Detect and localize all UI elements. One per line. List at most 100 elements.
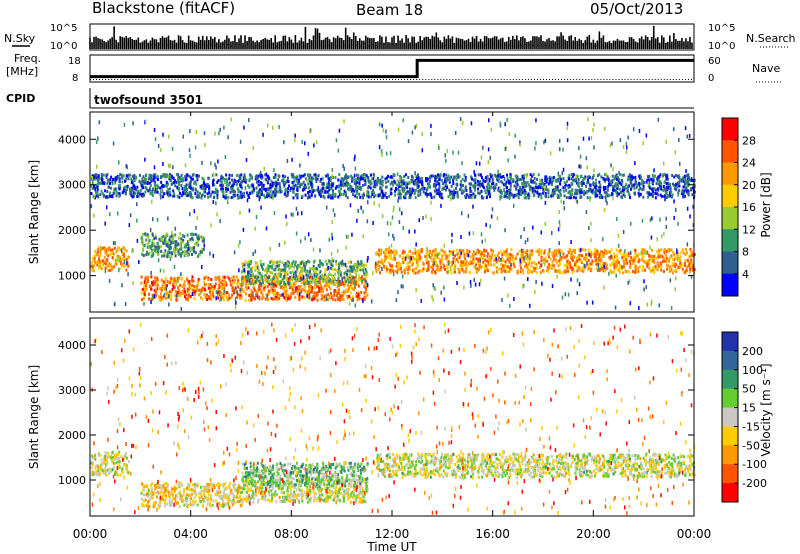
- power-echo-cell: [438, 190, 441, 194]
- power-echo-cell: [662, 269, 665, 273]
- power-echo-cell: [689, 254, 692, 258]
- power-echo-cell: [287, 277, 290, 281]
- power-echo-cell: [220, 285, 223, 289]
- power-echo-cell: [669, 188, 672, 192]
- power-echo-cell: [520, 258, 523, 262]
- power-echo-cell: [419, 189, 422, 193]
- power-echo-cell: [390, 181, 393, 185]
- nave-dot: [162, 79, 164, 80]
- power-echo-cell: [651, 194, 654, 198]
- power-echo-cell: [470, 255, 473, 259]
- power-echo-cell: [111, 194, 114, 198]
- power-echo-cell: [635, 269, 638, 273]
- power-echo-cell: [238, 174, 241, 178]
- nsearch-dot: [420, 44, 422, 46]
- power-echo-cell: [257, 268, 260, 272]
- power-echo-cell: [527, 269, 530, 273]
- power-echo-cell: [590, 250, 593, 254]
- power-echo-cell: [582, 269, 585, 273]
- power-echo-cell: [319, 179, 322, 183]
- power-echo-cell: [599, 262, 602, 266]
- power-echo-cell: [352, 276, 355, 280]
- nave-dot: [645, 79, 647, 80]
- nave-dot: [216, 79, 218, 80]
- power-echo-cell: [511, 254, 514, 258]
- power-echo-cell: [104, 262, 107, 266]
- power-echo-cell: [339, 273, 342, 277]
- power-echo-cell: [552, 189, 555, 193]
- power-echo-cell: [103, 248, 106, 252]
- power-echo-cell: [653, 271, 656, 275]
- nave-dot: [373, 79, 375, 80]
- power-echo-cell: [672, 271, 675, 275]
- power-echo-cell: [634, 256, 637, 260]
- power-echo-cell: [93, 173, 96, 177]
- power-echo-cell: [286, 296, 289, 300]
- nsearch-dot: [210, 43, 212, 45]
- power-echo-cell: [386, 269, 389, 273]
- power-echo-cell: [672, 182, 675, 186]
- power-echo-cell: [311, 286, 314, 290]
- power-echo-cell: [410, 192, 413, 196]
- power-echo-cell: [95, 190, 98, 194]
- power-echo-cell: [500, 250, 503, 254]
- power-echo-cell: [115, 176, 118, 180]
- power-echo-cell: [379, 260, 382, 264]
- nave-dot: [171, 79, 173, 80]
- power-echo-cell: [521, 174, 524, 178]
- power-echo-cell: [210, 278, 213, 282]
- power-echo-cell: [100, 189, 103, 193]
- power-echo-cell: [656, 262, 659, 266]
- power-echo-cell: [512, 257, 515, 261]
- power-echo-cell: [312, 177, 315, 181]
- power-echo-cell: [296, 188, 299, 192]
- nave-dot: [340, 79, 342, 80]
- power-echo-cell: [163, 192, 166, 196]
- power-echo-cell: [262, 262, 265, 266]
- power-echo-cell: [582, 179, 585, 183]
- power-echo-cell: [250, 262, 253, 266]
- power-echo-cell: [434, 271, 437, 275]
- power-echo-cell: [548, 175, 551, 179]
- power-echo-cell: [573, 192, 576, 196]
- power-echo-cell: [642, 187, 645, 191]
- power-echo-cell: [250, 289, 253, 293]
- power-echo-cell: [266, 276, 269, 280]
- power-echo-cell: [303, 262, 306, 266]
- power-echo-cell: [326, 276, 329, 280]
- power-echo-cell: [187, 243, 190, 247]
- power-echo-cell: [183, 287, 186, 291]
- power-echo-cell: [425, 257, 428, 261]
- power-echo-cell: [328, 261, 331, 265]
- power-echo-cell: [520, 192, 523, 196]
- power-echo-cell: [571, 266, 574, 270]
- power-echo-cell: [310, 278, 313, 282]
- power-echo-cell: [535, 186, 538, 190]
- power-echo-cell: [217, 287, 220, 291]
- power-echo-cell: [497, 267, 500, 271]
- power-echo-cell: [120, 262, 123, 266]
- power-echo-cell: [272, 176, 275, 180]
- power-echo-cell: [398, 262, 401, 266]
- power-echo-cell: [126, 184, 129, 188]
- power-echo-cell: [580, 174, 583, 178]
- power-echo-cell: [426, 194, 429, 198]
- power-echo-cell: [686, 258, 689, 262]
- power-echo-cell: [242, 176, 245, 180]
- power-echo-cell: [442, 266, 445, 270]
- power-echo-cell: [627, 252, 630, 256]
- power-echo-cell: [126, 187, 129, 191]
- power-echo-cell: [542, 261, 545, 265]
- power-echo-cell: [163, 283, 166, 287]
- power-echo-cell: [526, 249, 529, 253]
- power-echo-cell: [334, 176, 337, 180]
- power-echo-cell: [670, 190, 673, 194]
- power-echo-cell: [325, 262, 328, 266]
- power-echo-cell: [587, 248, 590, 252]
- nsearch-dot: [593, 45, 595, 47]
- nsearch-dot: [323, 45, 325, 47]
- power-echo-cell: [150, 287, 153, 291]
- nsearch-dot: [347, 45, 349, 47]
- nave-dot: [627, 79, 629, 80]
- power-echo-cell: [175, 180, 178, 184]
